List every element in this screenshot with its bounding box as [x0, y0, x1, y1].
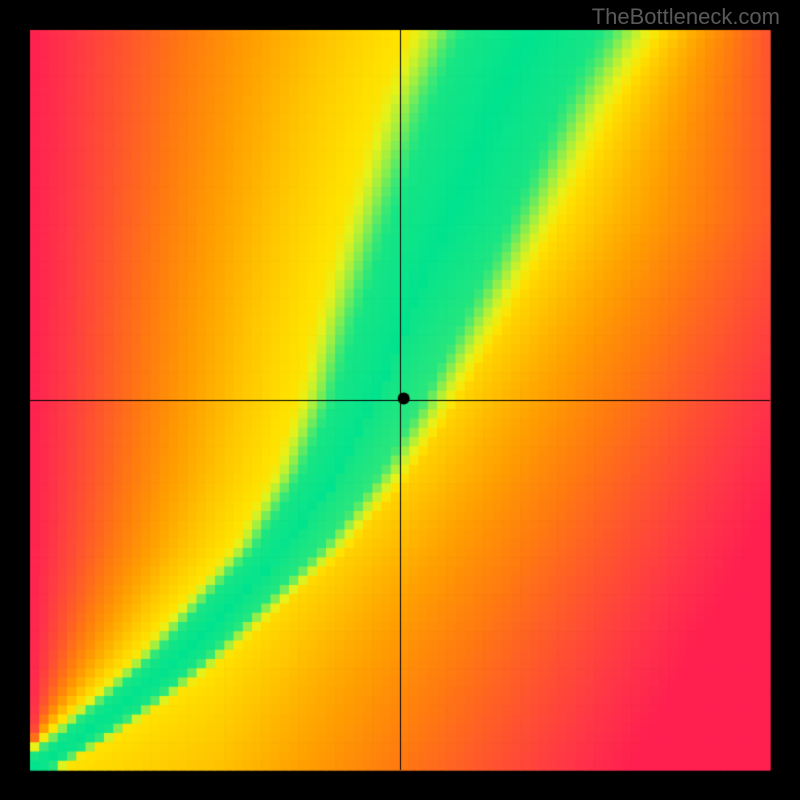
watermark-text: TheBottleneck.com: [592, 4, 780, 30]
heatmap-canvas: [0, 0, 800, 800]
chart-container: TheBottleneck.com: [0, 0, 800, 800]
